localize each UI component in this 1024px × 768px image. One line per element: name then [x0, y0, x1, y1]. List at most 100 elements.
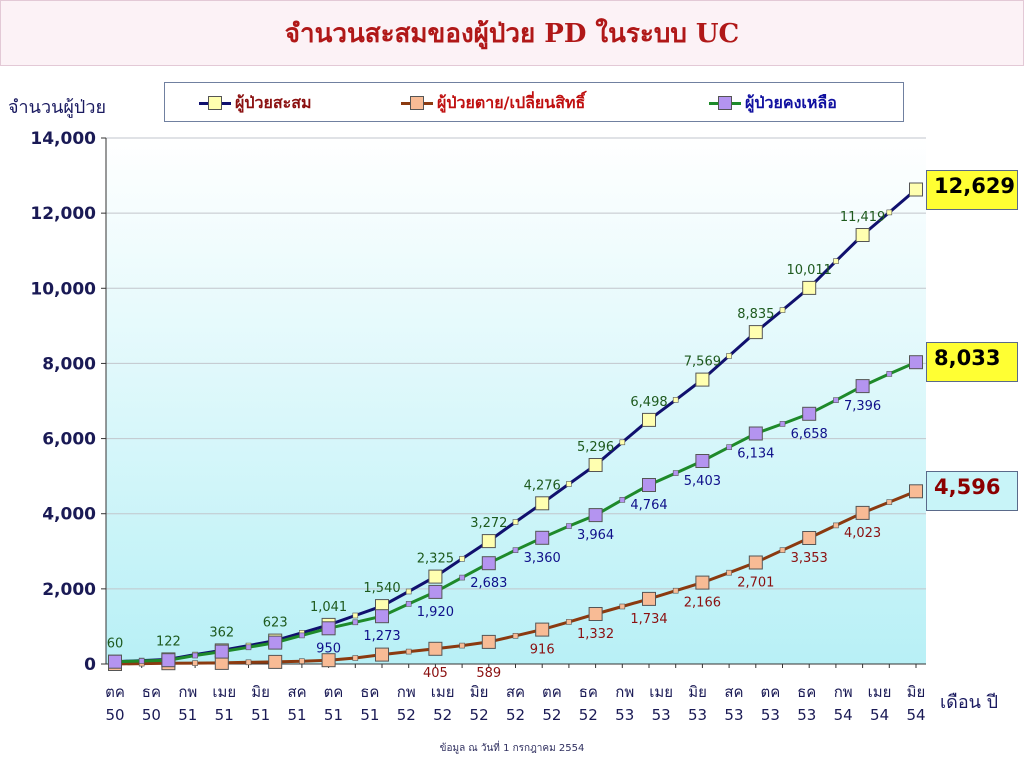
x-tick-label-month: สค: [506, 683, 525, 701]
x-tick-label-month: ธค: [142, 683, 161, 701]
data-point-cumulative: [909, 182, 923, 197]
data-point-remaining: [833, 397, 839, 404]
data-point-remaining: [268, 635, 283, 650]
data-point-remaining: [245, 644, 252, 651]
data-label-cumulative: 3,272: [470, 516, 507, 531]
data-point-cumulative: [535, 496, 550, 511]
data-point-died-transferred: [245, 659, 252, 666]
x-tick-label-month: เมย: [212, 683, 236, 701]
x-tick-label-year: 51: [360, 706, 379, 724]
x-tick-label-year: 52: [397, 706, 416, 724]
data-label-cumulative: 122: [156, 634, 181, 649]
legend-label-remaining: ผู้ป่วยคงเหลือ: [745, 92, 837, 112]
x-tick-label-year: 52: [506, 706, 525, 724]
plot-area: [106, 138, 926, 664]
data-point-cumulative: [352, 612, 359, 619]
legend-swatch-remaining: [709, 93, 741, 113]
data-point-cumulative: [672, 397, 679, 403]
data-point-died-transferred: [672, 587, 679, 594]
data-point-died-transferred: [192, 660, 198, 666]
x-tick-label-year: 52: [470, 706, 489, 724]
x-tick-label-year: 53: [724, 706, 743, 724]
x-tick-label-month: ตค: [324, 683, 344, 701]
data-point-remaining: [802, 406, 817, 421]
data-label-cumulative: 60: [107, 637, 124, 652]
x-tick-label-month: สค: [724, 683, 743, 701]
data-point-died-transferred: [802, 531, 817, 545]
data-point-cumulative: [886, 209, 893, 216]
y-tick-label: 4,000: [42, 505, 96, 525]
data-point-died-transferred: [512, 632, 519, 639]
data-point-remaining: [192, 652, 198, 659]
legend-swatch-cumulative: [199, 93, 231, 113]
data-point-died-transferred: [833, 522, 839, 529]
x-tick-label-month: กพ: [615, 683, 634, 701]
data-point-remaining: [695, 454, 710, 468]
x-tick-label-month: ตค: [105, 683, 125, 701]
x-tick-label-year: 51: [324, 706, 343, 724]
data-point-cumulative: [802, 280, 817, 295]
data-labels: 60 122 362 623 1,041 1,540 2,325 3,272 4,276 5,29…: [107, 210, 886, 681]
x-tick-label-year: 53: [615, 706, 634, 724]
data-label-died-transferred: 2,701: [737, 576, 774, 591]
data-point-remaining: [321, 621, 336, 636]
x-tick-label-month: มิย: [907, 683, 926, 701]
data-point-cumulative: [566, 481, 572, 487]
y-tick-label: 10,000: [30, 279, 96, 299]
data-label-died-transferred: 1,734: [630, 612, 667, 627]
data-point-remaining: [481, 556, 496, 571]
x-tick-label-year: 50: [142, 706, 161, 724]
data-point-cumulative: [481, 534, 496, 549]
data-point-cumulative: [619, 439, 626, 446]
page-title: จำนวนสะสมของผู้ป่วย PD ในระบบ UC: [284, 19, 740, 49]
y-tick-label: 8,000: [42, 354, 96, 374]
data-point-remaining: [299, 632, 305, 639]
x-tick-label-month: มิย: [470, 683, 489, 701]
y-tick-label: 12,000: [30, 204, 96, 224]
legend-swatch-died-transferred: [401, 93, 433, 113]
x-tick-label-year: 54: [870, 706, 889, 724]
data-point-remaining: [619, 496, 626, 503]
data-point-remaining: [161, 653, 176, 668]
data-label-remaining: 7,396: [844, 399, 881, 414]
data-point-died-transferred: [535, 622, 550, 637]
data-point-remaining: [855, 379, 870, 394]
data-point-died-transferred: [268, 654, 283, 669]
data-point-remaining: [405, 601, 412, 607]
data-point-remaining: [138, 658, 145, 664]
x-tick-label-year: 53: [688, 706, 707, 724]
data-label-cumulative: 623: [263, 616, 288, 631]
x-tick-label-month: เมย: [868, 683, 892, 701]
data-point-cumulative: [695, 372, 710, 387]
end-callout-died-transferred: 4,596: [926, 471, 1018, 512]
data-label-cumulative: 10,011: [786, 263, 832, 278]
data-point-died-transferred: [748, 555, 763, 570]
data-label-died-transferred: 4,023: [844, 526, 881, 541]
data-point-remaining: [886, 371, 893, 377]
data-point-cumulative: [405, 588, 412, 595]
y-tick-label: 14,000: [30, 129, 96, 149]
end-callout-remaining: 8,033: [926, 342, 1018, 383]
x-tick-label-month: กพ: [178, 683, 197, 701]
x-tick-label-month: กพ: [834, 683, 853, 701]
data-label-cumulative: 1,041: [310, 600, 347, 615]
x-tick-label-month: เมย: [431, 683, 455, 701]
data-point-remaining: [459, 574, 465, 581]
data-label-remaining: 5,403: [684, 474, 721, 489]
y-tick-label: 0: [84, 655, 96, 675]
line-chart: 02,0004,0006,0008,00010,00012,00014,000 …: [30, 129, 926, 724]
data-label-remaining: 6,658: [791, 427, 828, 442]
x-tick-label-year: 53: [797, 706, 816, 724]
data-point-cumulative: [748, 325, 763, 340]
x-tick-label-year: 52: [579, 706, 598, 724]
data-label-cumulative: 4,276: [524, 478, 561, 493]
data-point-died-transferred: [428, 641, 443, 656]
x-tick-label-year: 52: [433, 706, 452, 724]
data-point-died-transferred: [779, 547, 786, 554]
data-point-cumulative: [642, 412, 656, 427]
series-lines: [108, 182, 923, 671]
data-point-died-transferred: [909, 484, 923, 499]
y-tick-labels: 0 2,000 4,000 6,000 8,000 10,000 12,000 14,000: [30, 129, 96, 675]
x-tick-label-year: 54: [834, 706, 853, 724]
data-label-cumulative: 6,498: [630, 395, 667, 410]
